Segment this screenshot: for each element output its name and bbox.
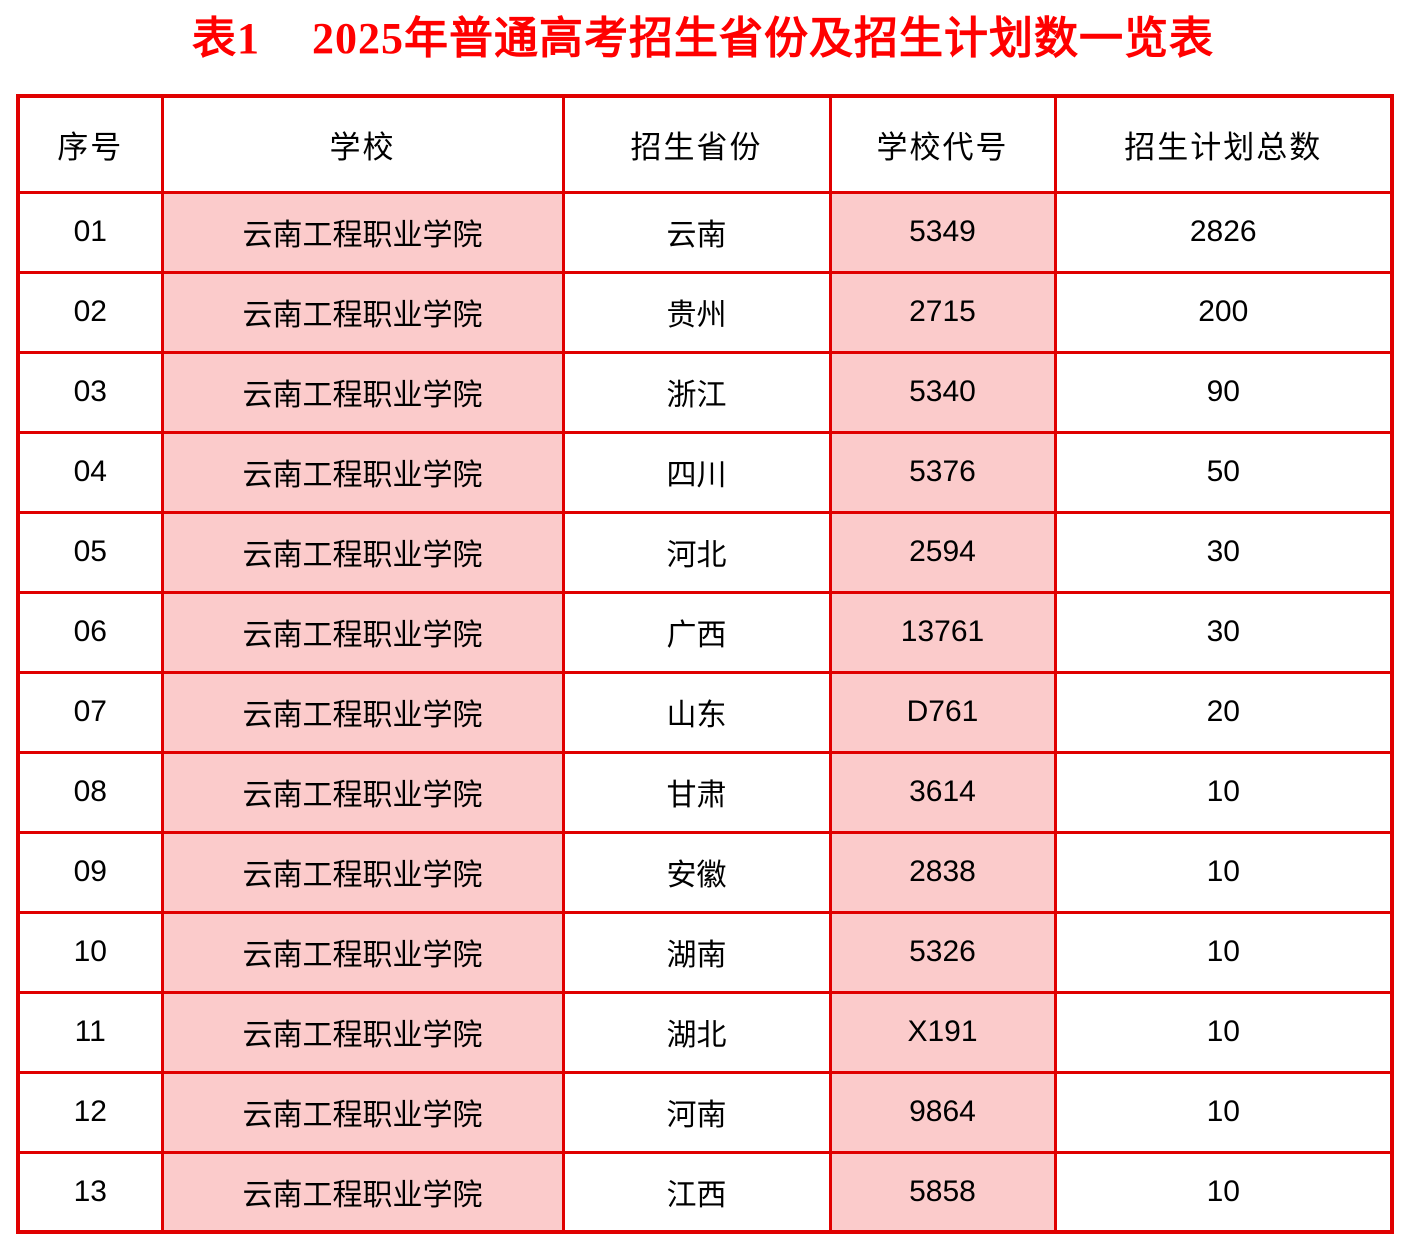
table-row: 11 云南工程职业学院 湖北 X191 10 bbox=[16, 990, 1394, 1074]
table-row: 06 云南工程职业学院 广西 13761 30 bbox=[16, 590, 1394, 674]
col-header-school: 学校 bbox=[160, 94, 565, 194]
cell-plan-total: 2826 bbox=[1053, 190, 1394, 274]
cell-plan-total: 30 bbox=[1053, 510, 1394, 594]
cell-province: 广西 bbox=[561, 590, 832, 674]
cell-school: 云南工程职业学院 bbox=[160, 1070, 565, 1154]
cell-province: 云南 bbox=[561, 190, 832, 274]
cell-plan-total: 10 bbox=[1053, 1070, 1394, 1154]
cell-code: 5349 bbox=[828, 190, 1057, 274]
cell-code: 5858 bbox=[828, 1150, 1057, 1234]
cell-plan-total: 90 bbox=[1053, 350, 1394, 434]
cell-code: 5326 bbox=[828, 910, 1057, 994]
cell-province: 河北 bbox=[561, 510, 832, 594]
table-body: 01 云南工程职业学院 云南 5349 2826 02 云南工程职业学院 贵州 2715 200 0… bbox=[16, 190, 1394, 1234]
cell-province: 江西 bbox=[561, 1150, 832, 1234]
cell-school: 云南工程职业学院 bbox=[160, 430, 565, 514]
cell-serial: 10 bbox=[16, 910, 164, 994]
cell-plan-total: 50 bbox=[1053, 430, 1394, 514]
cell-school: 云南工程职业学院 bbox=[160, 350, 565, 434]
table-row: 10 云南工程职业学院 湖南 5326 10 bbox=[16, 910, 1394, 994]
cell-plan-total: 10 bbox=[1053, 990, 1394, 1074]
cell-serial: 08 bbox=[16, 750, 164, 834]
cell-code: 9864 bbox=[828, 1070, 1057, 1154]
cell-school: 云南工程职业学院 bbox=[160, 270, 565, 354]
cell-code: D761 bbox=[828, 670, 1057, 754]
cell-province: 贵州 bbox=[561, 270, 832, 354]
cell-province: 湖南 bbox=[561, 910, 832, 994]
cell-serial: 11 bbox=[16, 990, 164, 1074]
cell-school: 云南工程职业学院 bbox=[160, 830, 565, 914]
cell-code: 3614 bbox=[828, 750, 1057, 834]
cell-serial: 09 bbox=[16, 830, 164, 914]
title-main-text: 2025年普通高考招生省份及招生计划数一览表 bbox=[312, 14, 1214, 63]
table-row: 13 云南工程职业学院 江西 5858 10 bbox=[16, 1150, 1394, 1234]
page-title: 表1 2025年普通高考招生省份及招生计划数一览表 bbox=[0, 8, 1406, 70]
col-header-code: 学校代号 bbox=[828, 94, 1057, 194]
cell-serial: 02 bbox=[16, 270, 164, 354]
cell-province: 浙江 bbox=[561, 350, 832, 434]
col-header-plan-total: 招生计划总数 bbox=[1053, 94, 1394, 194]
cell-province: 安徽 bbox=[561, 830, 832, 914]
table-row: 09 云南工程职业学院 安徽 2838 10 bbox=[16, 830, 1394, 914]
cell-serial: 07 bbox=[16, 670, 164, 754]
table-row: 05 云南工程职业学院 河北 2594 30 bbox=[16, 510, 1394, 594]
table-row: 01 云南工程职业学院 云南 5349 2826 bbox=[16, 190, 1394, 274]
title-table-label: 表1 bbox=[192, 14, 260, 63]
table-row: 08 云南工程职业学院 甘肃 3614 10 bbox=[16, 750, 1394, 834]
cell-plan-total: 20 bbox=[1053, 670, 1394, 754]
cell-code: 13761 bbox=[828, 590, 1057, 674]
table-row: 07 云南工程职业学院 山东 D761 20 bbox=[16, 670, 1394, 754]
cell-code: 5340 bbox=[828, 350, 1057, 434]
table-row: 03 云南工程职业学院 浙江 5340 90 bbox=[16, 350, 1394, 434]
cell-serial: 13 bbox=[16, 1150, 164, 1234]
cell-school: 云南工程职业学院 bbox=[160, 1150, 565, 1234]
cell-plan-total: 10 bbox=[1053, 750, 1394, 834]
cell-code: X191 bbox=[828, 990, 1057, 1074]
cell-province: 山东 bbox=[561, 670, 832, 754]
cell-code: 2715 bbox=[828, 270, 1057, 354]
cell-school: 云南工程职业学院 bbox=[160, 990, 565, 1074]
cell-plan-total: 10 bbox=[1053, 1150, 1394, 1234]
col-header-province: 招生省份 bbox=[561, 94, 832, 194]
cell-school: 云南工程职业学院 bbox=[160, 670, 565, 754]
cell-province: 四川 bbox=[561, 430, 832, 514]
table-header: 序号 学校 招生省份 学校代号 招生计划总数 bbox=[16, 94, 1394, 194]
cell-school: 云南工程职业学院 bbox=[160, 590, 565, 674]
cell-code: 2838 bbox=[828, 830, 1057, 914]
cell-serial: 05 bbox=[16, 510, 164, 594]
cell-school: 云南工程职业学院 bbox=[160, 510, 565, 594]
cell-province: 甘肃 bbox=[561, 750, 832, 834]
col-header-serial: 序号 bbox=[16, 94, 164, 194]
cell-plan-total: 10 bbox=[1053, 830, 1394, 914]
cell-province: 湖北 bbox=[561, 990, 832, 1074]
table-row: 12 云南工程职业学院 河南 9864 10 bbox=[16, 1070, 1394, 1154]
enrollment-plan-table: 序号 学校 招生省份 学校代号 招生计划总数 01 云南工程职业学院 云南 5349 2… bbox=[16, 94, 1394, 1234]
cell-serial: 03 bbox=[16, 350, 164, 434]
cell-code: 2594 bbox=[828, 510, 1057, 594]
cell-serial: 01 bbox=[16, 190, 164, 274]
cell-plan-total: 30 bbox=[1053, 590, 1394, 674]
cell-school: 云南工程职业学院 bbox=[160, 910, 565, 994]
cell-province: 河南 bbox=[561, 1070, 832, 1154]
table-row: 02 云南工程职业学院 贵州 2715 200 bbox=[16, 270, 1394, 354]
cell-school: 云南工程职业学院 bbox=[160, 750, 565, 834]
header-row: 序号 学校 招生省份 学校代号 招生计划总数 bbox=[16, 94, 1394, 194]
cell-serial: 12 bbox=[16, 1070, 164, 1154]
cell-plan-total: 200 bbox=[1053, 270, 1394, 354]
table-row: 04 云南工程职业学院 四川 5376 50 bbox=[16, 430, 1394, 514]
cell-school: 云南工程职业学院 bbox=[160, 190, 565, 274]
cell-serial: 06 bbox=[16, 590, 164, 674]
cell-plan-total: 10 bbox=[1053, 910, 1394, 994]
cell-serial: 04 bbox=[16, 430, 164, 514]
cell-code: 5376 bbox=[828, 430, 1057, 514]
